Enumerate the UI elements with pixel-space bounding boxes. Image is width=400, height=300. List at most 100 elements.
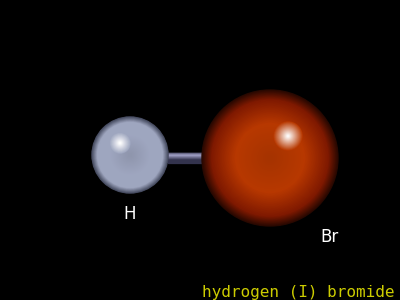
Circle shape <box>206 94 334 222</box>
Circle shape <box>128 153 132 157</box>
Circle shape <box>216 103 324 212</box>
Circle shape <box>218 106 322 210</box>
Circle shape <box>118 141 122 145</box>
Circle shape <box>114 137 126 149</box>
Circle shape <box>103 128 157 182</box>
Circle shape <box>279 127 297 145</box>
Circle shape <box>106 131 154 179</box>
Circle shape <box>280 128 296 143</box>
Circle shape <box>278 126 298 146</box>
Circle shape <box>122 147 138 163</box>
Circle shape <box>107 132 153 178</box>
Circle shape <box>232 120 308 196</box>
Circle shape <box>126 150 134 160</box>
Text: hydrogen (I) bromide: hydrogen (I) bromide <box>202 285 394 300</box>
Circle shape <box>269 157 271 159</box>
Circle shape <box>128 153 132 157</box>
Circle shape <box>100 125 160 184</box>
Circle shape <box>252 140 288 176</box>
Circle shape <box>122 147 138 163</box>
Circle shape <box>237 125 303 191</box>
Circle shape <box>276 124 300 148</box>
Circle shape <box>274 122 302 150</box>
Circle shape <box>254 142 286 174</box>
Circle shape <box>117 140 123 146</box>
Circle shape <box>233 121 307 195</box>
Circle shape <box>226 115 314 202</box>
Circle shape <box>207 95 333 221</box>
Circle shape <box>98 124 162 187</box>
Circle shape <box>109 134 151 176</box>
Circle shape <box>235 123 305 193</box>
Circle shape <box>97 122 163 188</box>
Circle shape <box>275 123 301 148</box>
Circle shape <box>111 136 149 174</box>
Circle shape <box>112 137 148 172</box>
Circle shape <box>262 151 278 166</box>
Circle shape <box>261 149 279 167</box>
Circle shape <box>204 92 336 224</box>
Circle shape <box>116 139 124 147</box>
Circle shape <box>258 146 282 170</box>
Circle shape <box>96 121 164 189</box>
Circle shape <box>217 105 323 211</box>
Circle shape <box>246 134 294 182</box>
Circle shape <box>222 110 318 206</box>
Circle shape <box>114 139 146 171</box>
Circle shape <box>115 138 125 148</box>
Circle shape <box>264 153 276 164</box>
Circle shape <box>286 134 290 138</box>
Circle shape <box>123 148 137 162</box>
Circle shape <box>211 99 329 217</box>
Circle shape <box>108 133 152 177</box>
Circle shape <box>239 128 301 189</box>
Circle shape <box>114 137 126 149</box>
Circle shape <box>129 154 131 156</box>
Circle shape <box>242 130 298 186</box>
Circle shape <box>259 147 281 169</box>
Circle shape <box>225 113 315 203</box>
Circle shape <box>285 133 291 139</box>
Circle shape <box>281 129 295 143</box>
Circle shape <box>264 152 276 164</box>
Circle shape <box>112 137 148 173</box>
Circle shape <box>118 143 142 167</box>
Circle shape <box>120 146 140 164</box>
Circle shape <box>96 121 164 189</box>
Circle shape <box>96 120 164 190</box>
Circle shape <box>222 110 318 206</box>
Circle shape <box>102 127 158 184</box>
Circle shape <box>231 119 309 197</box>
Circle shape <box>120 145 140 165</box>
Circle shape <box>278 126 298 146</box>
Circle shape <box>260 148 280 168</box>
Circle shape <box>116 141 144 169</box>
Circle shape <box>103 128 157 182</box>
Circle shape <box>114 137 126 149</box>
Circle shape <box>94 118 166 191</box>
Circle shape <box>118 143 142 167</box>
Circle shape <box>110 133 130 153</box>
Circle shape <box>129 154 131 156</box>
Circle shape <box>99 124 161 186</box>
Circle shape <box>254 142 286 174</box>
Circle shape <box>243 131 297 185</box>
Circle shape <box>122 147 138 164</box>
Circle shape <box>274 122 302 149</box>
Circle shape <box>112 137 148 173</box>
Circle shape <box>105 130 155 180</box>
Circle shape <box>117 142 143 168</box>
Circle shape <box>115 140 145 170</box>
Circle shape <box>229 117 311 199</box>
Circle shape <box>111 134 129 152</box>
Circle shape <box>209 97 331 219</box>
Circle shape <box>223 111 317 205</box>
Circle shape <box>213 101 327 215</box>
Circle shape <box>244 132 296 184</box>
Circle shape <box>235 123 305 194</box>
Circle shape <box>210 98 330 218</box>
Circle shape <box>113 136 127 150</box>
Circle shape <box>115 138 125 148</box>
Circle shape <box>203 91 337 225</box>
Circle shape <box>260 148 280 167</box>
